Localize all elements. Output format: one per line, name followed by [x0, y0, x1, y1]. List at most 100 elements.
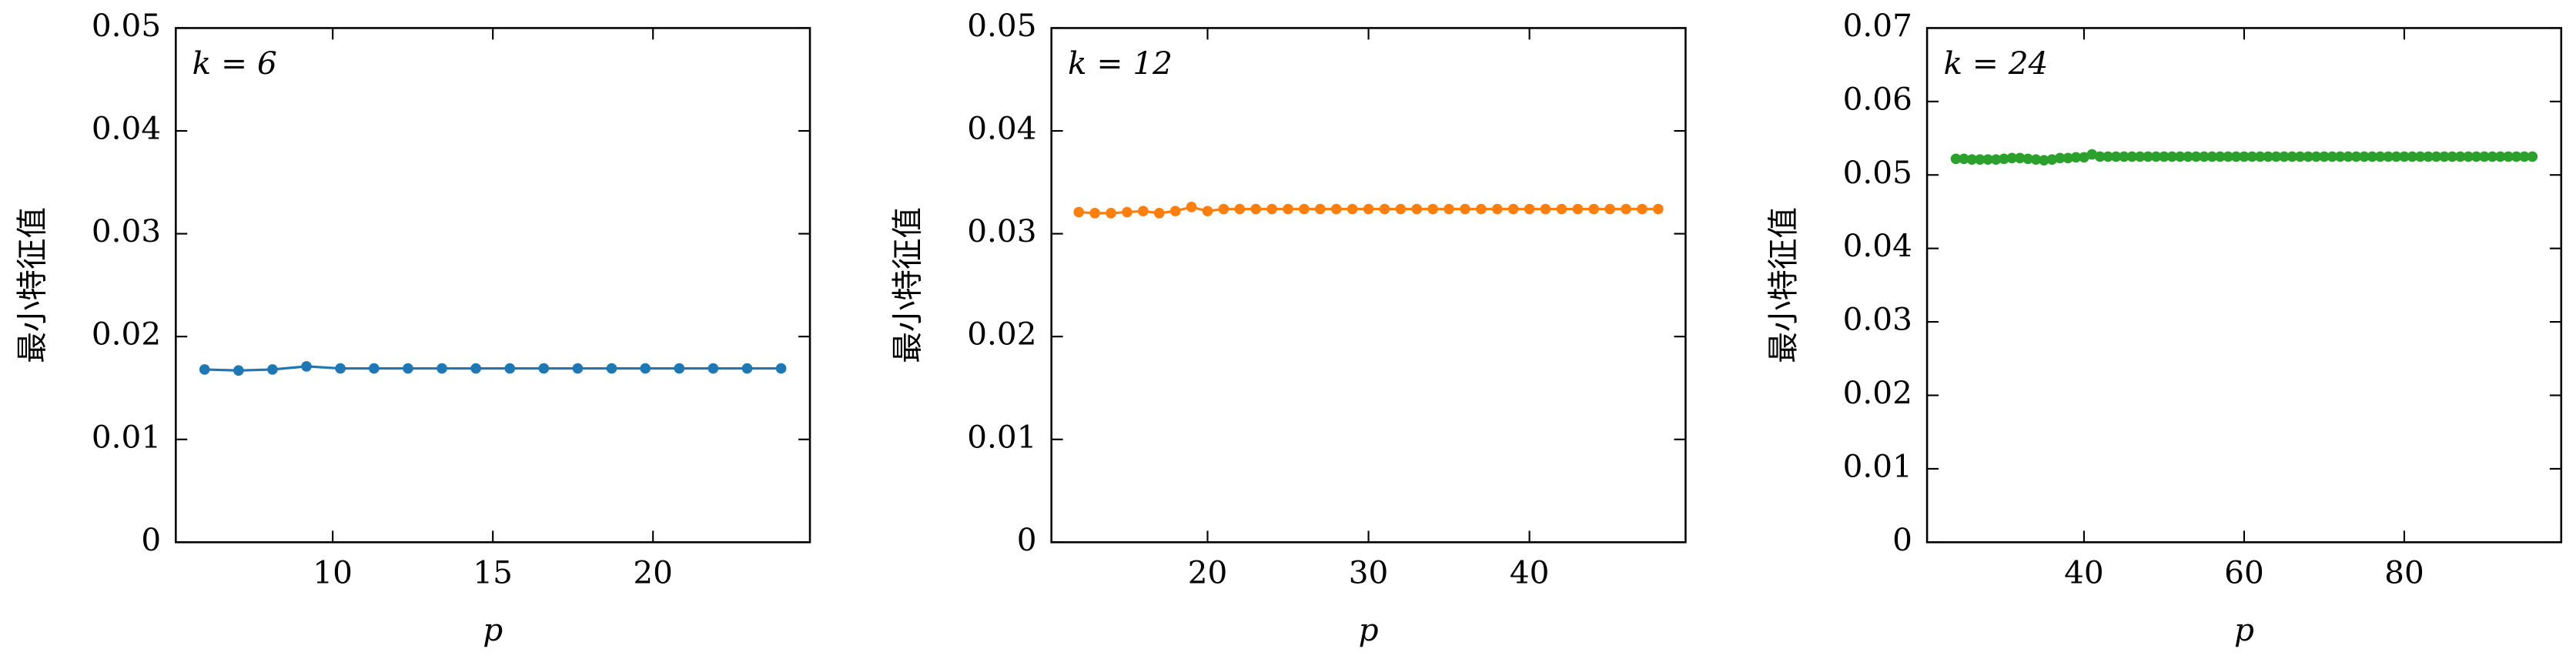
y-tick-label: 0.03 — [92, 212, 161, 249]
x-tick-label: 60 — [2224, 554, 2264, 591]
point — [2494, 151, 2506, 162]
point — [2287, 151, 2298, 162]
point — [301, 361, 312, 372]
point — [2126, 151, 2138, 162]
point — [1234, 203, 1246, 215]
point — [2223, 151, 2233, 162]
point — [2294, 151, 2306, 162]
y-tick-label: 0.04 — [1843, 227, 1912, 264]
point — [1476, 203, 1487, 215]
point — [2359, 151, 2370, 162]
x-tick-label: 20 — [633, 554, 673, 591]
point — [1395, 203, 1407, 215]
point — [437, 363, 447, 374]
point — [1444, 203, 1454, 215]
point — [2367, 151, 2378, 162]
point — [1588, 203, 1600, 215]
point — [1524, 203, 1535, 215]
point — [674, 363, 685, 374]
point — [1283, 203, 1293, 215]
x-tick-label: 30 — [1349, 554, 1389, 591]
x-tick-label: 20 — [1188, 554, 1228, 591]
annotation: k = 12 — [1068, 45, 1173, 82]
point — [1982, 154, 1993, 166]
point — [1572, 203, 1584, 215]
point — [1089, 208, 1100, 219]
point — [1299, 203, 1310, 215]
point — [1966, 154, 1978, 166]
point — [2183, 151, 2193, 162]
x-axis-label: p — [483, 611, 503, 648]
x-tick-label: 80 — [2384, 554, 2424, 591]
point — [1460, 203, 1470, 215]
point — [2511, 151, 2522, 162]
x-tick-label: 40 — [1510, 554, 1550, 591]
point — [1266, 203, 1277, 215]
point — [2103, 151, 2113, 162]
y-tick-label: 0.01 — [92, 418, 161, 455]
y-tick-label: 0.02 — [967, 316, 1036, 353]
point — [2166, 151, 2178, 162]
x-tick-label: 15 — [473, 554, 513, 591]
point — [2159, 151, 2170, 162]
panel: 0 0.01 0.02 0.03 0.04 0.05 20 30 40 k = 12 p 最小特征值 — [889, 7, 1687, 648]
annotation: k = 6 — [192, 45, 277, 82]
point — [2014, 152, 2026, 164]
point — [2310, 151, 2322, 162]
panel: 0 0.01 0.02 0.03 0.04 0.05 10 15 20 k = 6 p 最小特征值 — [13, 7, 811, 648]
axes-frame — [175, 27, 811, 544]
y-tick-label: 0.01 — [1843, 447, 1912, 484]
point — [2350, 151, 2362, 162]
point — [2527, 151, 2538, 162]
point — [2343, 151, 2354, 162]
point — [2039, 155, 2049, 166]
point — [1950, 153, 1962, 165]
y-tick-label: 0.04 — [92, 110, 161, 147]
point — [335, 363, 346, 374]
y-tick-label: 0.02 — [1843, 374, 1912, 411]
point — [2119, 151, 2129, 162]
point — [2374, 151, 2386, 162]
x-axis-label: p — [2234, 611, 2254, 648]
point — [606, 363, 617, 374]
point — [2399, 151, 2410, 162]
point — [2134, 151, 2146, 162]
point — [2430, 151, 2442, 162]
y-tick-label: 0.05 — [1843, 154, 1912, 191]
point — [1540, 203, 1551, 215]
point — [2254, 151, 2266, 162]
point — [1218, 203, 1229, 215]
point — [1411, 203, 1423, 215]
point — [1073, 206, 1085, 218]
y-axis-label: 最小特征值 — [1765, 207, 1802, 363]
point — [2030, 154, 2042, 166]
point — [1153, 208, 1165, 219]
point — [1138, 206, 1149, 217]
point — [1379, 203, 1390, 215]
point — [2143, 151, 2153, 162]
point — [1556, 203, 1567, 215]
point — [1999, 153, 2009, 165]
point — [2199, 151, 2210, 162]
point — [2270, 151, 2282, 162]
point — [1347, 203, 1358, 215]
point — [403, 363, 413, 374]
point — [2334, 151, 2346, 162]
point — [2414, 151, 2426, 162]
point — [2407, 151, 2418, 162]
axes-frame — [1925, 27, 2563, 544]
y-tick-label: 0.05 — [92, 7, 161, 44]
point — [2206, 151, 2218, 162]
y-axis-label: 最小特征值 — [13, 207, 50, 363]
point — [2519, 151, 2530, 162]
point — [233, 365, 244, 376]
point — [2390, 151, 2402, 162]
point — [2054, 152, 2066, 164]
point — [708, 363, 719, 374]
y-tick-label: 0 — [1017, 521, 1037, 558]
point — [572, 363, 584, 374]
point — [2246, 151, 2258, 162]
series-line — [204, 365, 781, 372]
point — [1186, 202, 1197, 212]
